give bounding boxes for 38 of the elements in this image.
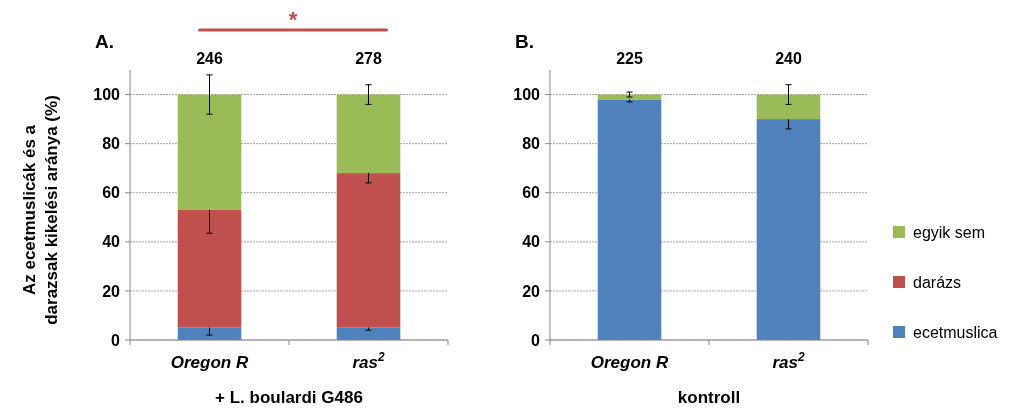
legend-label: darázs [913,273,962,291]
text: 246 [196,50,223,67]
bar [177,94,242,210]
chart-title: B. [515,31,534,52]
y-tick-label: 20 [522,282,541,300]
x-axis-title: + L. boulardi G486 [215,388,363,407]
bar [177,209,242,328]
y-tick-label: 100 [93,86,121,104]
y-tick-label: 40 [102,233,121,251]
bar [336,94,401,174]
y-tick-label: 60 [102,184,121,202]
y-tick-label: 60 [522,184,541,202]
text: 240 [775,50,802,67]
legend-label: ecetmuslica [913,323,998,341]
x-tick-label: Oregon R [170,353,249,372]
y-tick-label: 20 [102,282,121,300]
y-tick-label: 0 [111,331,121,349]
text: * [288,7,298,32]
y-tick-label: 80 [102,135,121,153]
y-tick-label: 80 [522,135,541,153]
bar [177,327,242,340]
bar [336,173,401,328]
y-axis-title: Az ecetmuslicák és a darazsak kikelési aránya (%) [20,95,61,325]
chart-title: A. [95,31,114,52]
bar [756,94,821,120]
x-tick-label: ras$^{2}$ [772,350,805,372]
bar [597,99,662,340]
bar [756,119,821,340]
text: 225 [616,50,643,67]
y-tick-label: 40 [522,233,541,251]
text: 278 [355,50,382,67]
y-tick-label: 0 [531,331,541,349]
x-tick-label: ras$^{2}$ [352,350,385,372]
legend-label: egyik sem [913,223,986,241]
x-axis-title: kontroll [677,388,741,407]
x-tick-label: Oregon R [590,353,669,372]
bar [336,327,401,340]
y-tick-label: 100 [513,86,541,104]
